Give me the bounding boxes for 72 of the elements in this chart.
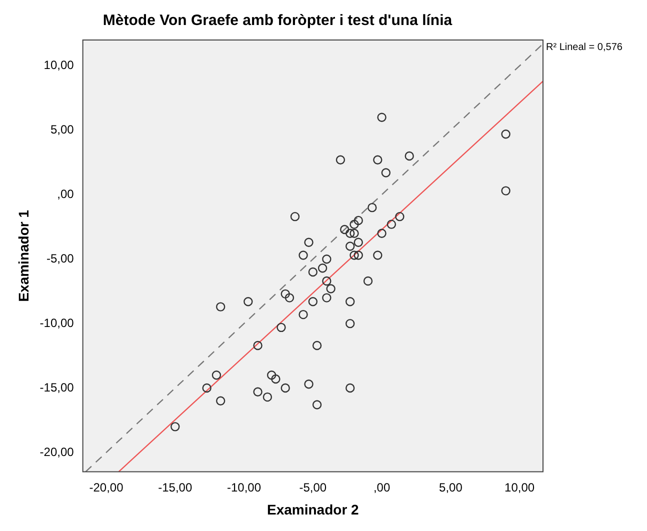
point [346,242,355,251]
x-tick-label: -10,00 [227,480,262,494]
point [318,264,328,273]
x-tick-label: -5,00 [299,480,327,494]
y-tick-label: 10,00 [44,58,74,72]
x-tick-label: 10,00 [504,480,535,494]
point [346,228,355,238]
point [326,284,336,294]
point [350,220,359,229]
point [340,224,350,234]
point [350,228,359,238]
point [386,220,396,229]
point [271,374,280,384]
point [298,250,308,260]
point [298,310,308,320]
y-tick-label: -5,00 [46,251,74,266]
x-tick-label: 5,00 [439,480,463,494]
point [336,155,346,164]
point [381,168,391,178]
point [368,202,377,212]
point [280,289,290,299]
y-tick-label: 5,00 [50,122,74,137]
y-tick-label: ,00 [57,186,74,201]
point [280,383,290,393]
point [322,293,332,302]
point [373,155,382,164]
point [308,267,318,277]
chart-title: Mètode Von Graefe amb foròpter i test d'una línia [102,12,453,30]
point [262,392,272,402]
point [373,250,382,260]
y-tick-label: -10,00 [40,316,74,330]
x-axis-title: Examinador 2 [267,501,360,518]
x-tick-label: -15,00 [158,480,192,494]
point [212,370,222,380]
x-tick-label: ,00 [373,480,390,494]
point [404,151,414,161]
point [354,238,363,247]
point [216,396,226,406]
y-axis-title: Examinador 1 [15,210,32,302]
point [284,293,294,302]
point [308,297,318,306]
point [346,318,355,328]
point [304,380,314,389]
point [266,370,276,380]
point [501,129,510,139]
y-tick-label: -15,00 [40,380,74,394]
point [202,383,212,393]
point [322,276,332,286]
point [244,297,253,306]
point [312,400,322,410]
x-tick-label: -20,00 [89,480,124,494]
point [346,297,355,306]
y-tick-label: -20,00 [40,444,74,459]
point [253,387,262,396]
point [322,254,332,264]
point [312,340,322,350]
point [501,186,510,196]
point [377,228,386,238]
point [290,212,300,222]
point [363,276,373,286]
point [276,322,286,332]
point [354,250,363,260]
point [354,216,363,226]
point [170,422,180,432]
point [304,238,314,247]
point [346,383,355,393]
point [395,212,404,222]
point [377,112,386,122]
point [253,340,262,350]
point [216,302,226,312]
text: R² Lineal = 0,576 [546,42,623,53]
point [350,250,359,260]
